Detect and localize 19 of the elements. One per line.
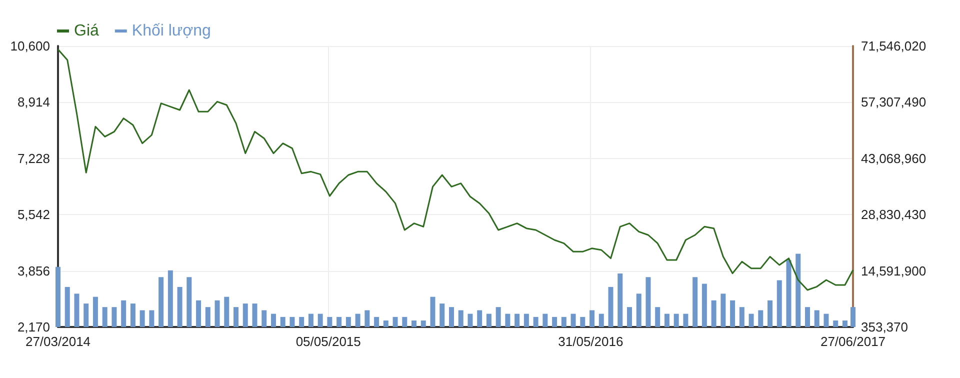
y-tick-label: 10,600	[10, 38, 50, 54]
y2-tick-label: 57,307,490	[861, 94, 926, 110]
x-tick-label: 27/06/2017	[820, 334, 886, 349]
y-tick-label: 2,170	[17, 320, 50, 334]
y2-tick-label: 353,370	[861, 320, 908, 334]
x-tick-label: 27/03/2014	[25, 334, 91, 349]
line-series	[57, 48, 854, 291]
y-tick-label: 5,542	[17, 207, 50, 222]
y2-tick-label: 14,591,900	[861, 263, 926, 278]
legend-label: Khối lượng	[132, 22, 211, 40]
y2-tick-label: 43,068,960	[861, 150, 926, 166]
y2-tick-label: 28,830,430	[861, 207, 926, 222]
y-tick-label: 8,914	[17, 94, 50, 110]
y-tick-label: 3,856	[17, 263, 50, 278]
y2-tick-label: 71,546,020	[861, 38, 926, 54]
x-tick-label: 31/05/2016	[558, 334, 624, 349]
y-tick-label: 7,228	[17, 150, 50, 166]
legend-label: Giá	[74, 22, 99, 40]
x-tick-label: 05/05/2015	[296, 334, 361, 349]
